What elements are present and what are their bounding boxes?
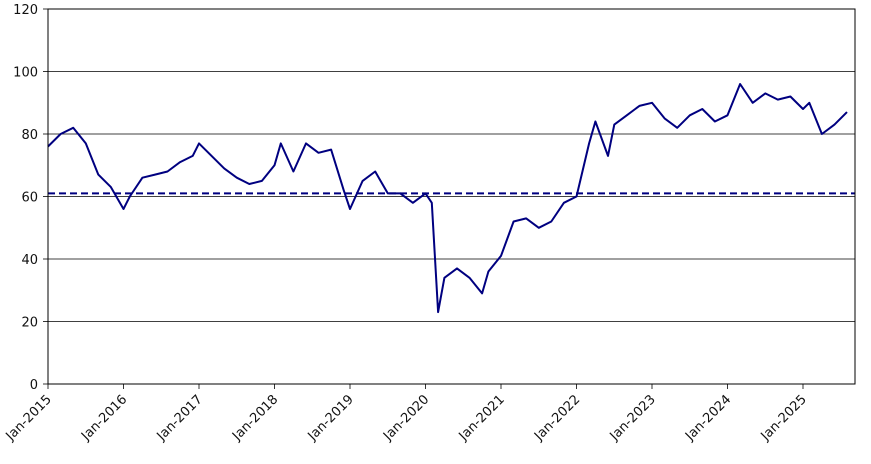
- x-tick-label: Jan-2020: [380, 392, 432, 444]
- y-tick-label: 80: [21, 128, 38, 143]
- x-tick-label: Jan-2015: [3, 392, 55, 444]
- x-tick-label: Jan-2024: [682, 392, 734, 444]
- x-tick-label: Jan-2016: [78, 392, 130, 444]
- plot-area-frame: [47, 8, 856, 385]
- y-tick-label: 120: [13, 3, 38, 18]
- y-tick-label: 0: [30, 378, 38, 393]
- y-tick-label: 40: [21, 253, 38, 268]
- y-tick-label: 100: [13, 66, 38, 81]
- x-axis-ticks: Jan-2015 Jan-2016 Jan-2017 Jan-2018 Jan-2019…: [3, 384, 810, 444]
- x-tick-label: Jan-2022: [531, 392, 583, 444]
- gridlines: [48, 71, 855, 322]
- y-tick-label: 20: [21, 316, 38, 331]
- x-tick-label: Jan-2017: [154, 392, 206, 444]
- x-tick-label: Jan-2019: [305, 392, 357, 444]
- x-tick-label: Jan-2021: [456, 392, 508, 444]
- x-tick-label: Jan-2018: [229, 392, 281, 444]
- series-line: [47, 83, 848, 314]
- x-tick-label: Jan-2025: [758, 392, 810, 444]
- x-tick-label: Jan-2023: [607, 392, 659, 444]
- y-axis-ticks: 0 20 40 60 80 100 120: [13, 3, 48, 393]
- y-tick-label: 60: [21, 191, 38, 206]
